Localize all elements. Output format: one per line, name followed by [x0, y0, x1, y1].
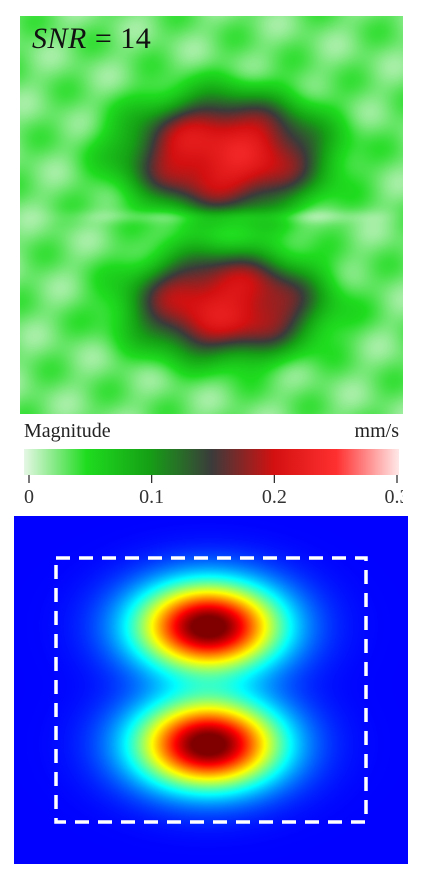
- roi-overlay: [54, 556, 368, 824]
- colorbar-tick-label: 0.1: [139, 486, 164, 508]
- snr-value: = 14: [86, 22, 152, 55]
- roi-dashed-box: [54, 556, 368, 824]
- colorbar-scale: 0 0.1 0.2 0.3: [24, 449, 404, 508]
- model-heatmap-image: [14, 516, 408, 864]
- colorbar-gradient: [24, 449, 399, 475]
- snr-symbol: SNR: [32, 22, 87, 55]
- colorbar-tick-label: 0.3: [385, 486, 404, 508]
- snr-annotation: SNR = 14: [32, 22, 151, 56]
- colorbar-tick-label: 0.2: [262, 486, 287, 508]
- colorbar: Magnitude mm/s 0 0.1 0.2 0.3: [20, 416, 403, 512]
- noisy-magnitude-map: SNR = 14: [20, 16, 403, 414]
- colorbar-title: Magnitude: [24, 420, 111, 442]
- noisy-heatmap-image: [20, 16, 403, 414]
- model-magnitude-map: [14, 516, 408, 864]
- colorbar-unit: mm/s: [354, 420, 399, 442]
- colorbar-tick-label: 0: [24, 486, 34, 508]
